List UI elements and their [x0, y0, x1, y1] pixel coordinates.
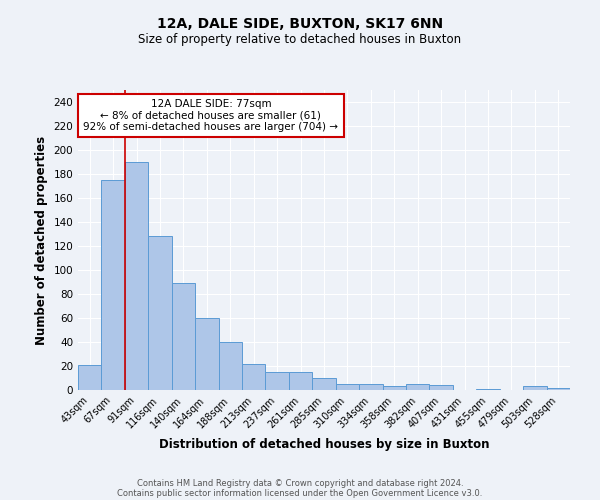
- Text: Contains HM Land Registry data © Crown copyright and database right 2024.: Contains HM Land Registry data © Crown c…: [137, 478, 463, 488]
- Text: Size of property relative to detached houses in Buxton: Size of property relative to detached ho…: [139, 32, 461, 46]
- Bar: [359, 384, 383, 390]
- Bar: [218, 342, 242, 390]
- Bar: [101, 180, 125, 390]
- Bar: [312, 378, 336, 390]
- Text: Contains public sector information licensed under the Open Government Licence v3: Contains public sector information licen…: [118, 488, 482, 498]
- Bar: [195, 318, 218, 390]
- Bar: [406, 384, 430, 390]
- Bar: [547, 388, 570, 390]
- Text: 12A, DALE SIDE, BUXTON, SK17 6NN: 12A, DALE SIDE, BUXTON, SK17 6NN: [157, 18, 443, 32]
- Text: 12A DALE SIDE: 77sqm
← 8% of detached houses are smaller (61)
92% of semi-detach: 12A DALE SIDE: 77sqm ← 8% of detached ho…: [83, 99, 338, 132]
- Bar: [476, 389, 500, 390]
- Bar: [125, 162, 148, 390]
- Bar: [265, 372, 289, 390]
- Bar: [289, 372, 312, 390]
- Bar: [430, 385, 453, 390]
- Bar: [242, 364, 265, 390]
- Bar: [523, 386, 547, 390]
- Bar: [172, 283, 195, 390]
- Bar: [383, 386, 406, 390]
- Bar: [336, 384, 359, 390]
- X-axis label: Distribution of detached houses by size in Buxton: Distribution of detached houses by size …: [159, 438, 489, 451]
- Bar: [148, 236, 172, 390]
- Y-axis label: Number of detached properties: Number of detached properties: [35, 136, 48, 344]
- Bar: [78, 365, 101, 390]
